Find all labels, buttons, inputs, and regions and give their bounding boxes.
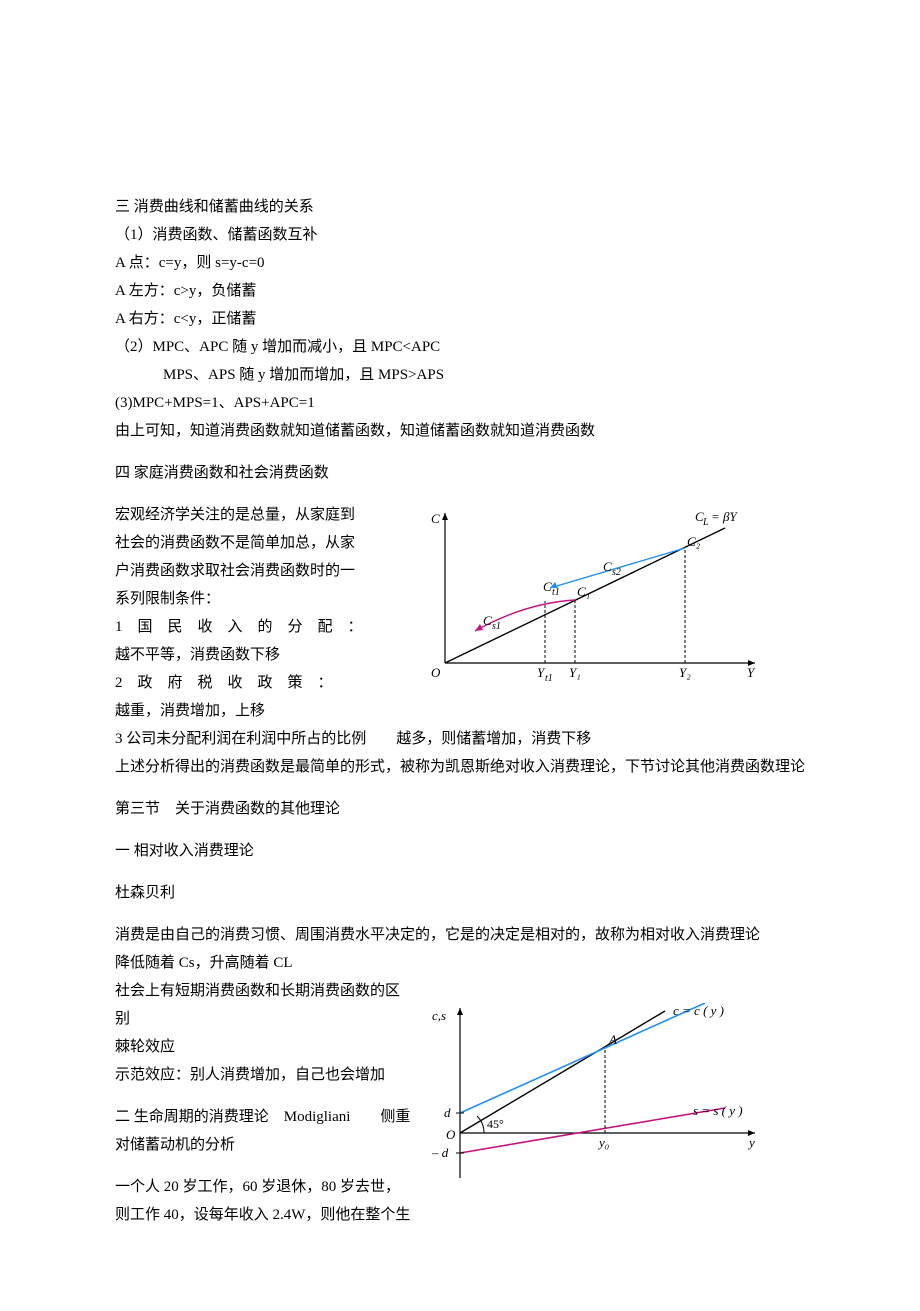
sec4-p2a2: 越不平等，消费函数下移 — [115, 643, 375, 667]
svg-text:L: L — [702, 517, 709, 528]
svg-text:– d: – d — [431, 1145, 449, 1160]
svg-text:Y₁: Y₁ — [569, 665, 581, 680]
svg-text:C₁: C₁ — [577, 584, 590, 599]
relative-income-p1: 消费是由自己的消费习惯、周围消费水平决定的，它是的决定是相对的，故称为相对收入消… — [115, 923, 805, 947]
sec3-line-7: (3)MPC+MPS=1、APS+APC=1 — [115, 391, 805, 415]
sec3-line-2: A 点：c=y，则 s=y-c=0 — [115, 251, 805, 275]
relative-income-p2: 降低随着 Cs，升高随着 CL — [115, 951, 805, 975]
svg-text:O: O — [446, 1127, 456, 1142]
document-page: 三 消费曲线和储蓄曲线的关系 （1）消费函数、储蓄函数互补 A 点：c=y，则 … — [0, 0, 920, 1311]
svg-text:d: d — [444, 1105, 451, 1120]
svg-text:C: C — [543, 579, 552, 594]
consumption-function-chart: CYOC₁C₂CL = βYCs1Cs2Ct1Yt1Y₁Y₂ — [405, 503, 775, 688]
relative-income-p3a: 社会上有短期消费函数和长期消费函数的区 — [115, 979, 415, 1003]
sec4-p3: 上述分析得出的消费函数是最简单的形式，被称为凯恩斯绝对收入消费理论，下节讨论其他… — [115, 755, 805, 779]
sec4-p1a: 宏观经济学关注的是总量，从家庭到 — [115, 503, 375, 527]
svg-text:C: C — [603, 559, 612, 574]
sub2-title-a: 二 生命周期的消费理论 Modigliani 侧重 — [115, 1105, 425, 1129]
svg-text:C: C — [431, 511, 440, 526]
sec3-line-8: 由上可知，知道消费函数就知道储蓄函数，知道储蓄函数就知道消费函数 — [115, 419, 805, 443]
sec4-p2a: 1 国 民 收 入 的 分 配 ： — [115, 615, 375, 639]
sub2-title-b: 对储蓄动机的分析 — [115, 1133, 375, 1157]
svg-text:s = s ( y ): s = s ( y ) — [693, 1103, 743, 1118]
svg-text:O: O — [431, 665, 441, 680]
lifecycle-p6a: 一个人 20 岁工作，60 岁退休，80 岁去世， — [115, 1175, 415, 1199]
sec3-line-1: （1）消费函数、储蓄函数互补 — [115, 223, 805, 247]
relative-income-p3b: 别 — [115, 1007, 375, 1031]
sec4-p1b: 社会的消费函数不是简单加总，从家 — [115, 531, 375, 555]
sec4-p2b2: 越重，消费增加，上移 — [115, 699, 375, 723]
author-name: 杜森贝利 — [115, 881, 805, 905]
section-next-title: 第三节 关于消费函数的其他理论 — [115, 797, 805, 821]
chart-2-container: c,s Oy d – d 45° Ay₀ c = c ( y ) s = s ( y ) — [405, 1003, 775, 1191]
svg-text:c,s: c,s — [432, 1008, 446, 1023]
demonstration-effect: 示范效应：别人消费增加，自己也会增加 — [115, 1063, 415, 1087]
svg-text:y: y — [747, 1135, 755, 1150]
sub1-title: 一 相对收入消费理论 — [115, 839, 805, 863]
svg-text:A: A — [608, 1032, 617, 1047]
sec3-line-4: A 右方：c<y，正储蓄 — [115, 307, 805, 331]
sec4-flowblock: CYOC₁C₂CL = βYCs1Cs2Ct1Yt1Y₁Y₂ 宏观经济学关注的是… — [115, 503, 805, 751]
sec4-p1c: 户消费函数求取社会消费函数时的一 — [115, 559, 375, 583]
svg-text:s1: s1 — [492, 621, 501, 632]
svg-text:C₂: C₂ — [687, 534, 701, 549]
svg-text:s2: s2 — [612, 567, 621, 578]
sec4-p1d: 系列限制条件： — [115, 587, 375, 611]
sec4-p2c: 3 公司未分配利润在利润中所占的比例 越多，则储蓄增加，消费下移 — [115, 727, 805, 751]
ratchet-effect: 棘轮效应 — [115, 1035, 375, 1059]
svg-text:c = c ( y ): c = c ( y ) — [673, 1003, 724, 1018]
sec4-p2b: 2 政 府 税 收 政 策 ： — [115, 671, 375, 695]
svg-text:t1: t1 — [545, 673, 553, 684]
section-3-title: 三 消费曲线和储蓄曲线的关系 — [115, 195, 805, 219]
svg-text:Y₂: Y₂ — [679, 665, 691, 680]
lifecycle-flowblock: c,s Oy d – d 45° Ay₀ c = c ( y ) s = s ( y ) 社会… — [115, 979, 805, 1227]
svg-text:y₀: y₀ — [597, 1135, 609, 1150]
svg-text:45°: 45° — [487, 1117, 504, 1131]
section-4-title: 四 家庭消费函数和社会消费函数 — [115, 461, 805, 485]
chart-1-container: CYOC₁C₂CL = βYCs1Cs2Ct1Yt1Y₁Y₂ — [405, 503, 775, 696]
sec3-line-6: MPS、APS 随 y 增加而增加，且 MPS>APS — [115, 363, 805, 387]
lifecycle-consumption-chart: c,s Oy d – d 45° Ay₀ c = c ( y ) s = s ( y ) — [405, 1003, 775, 1183]
sec3-line-5: （2）MPC、APC 随 y 增加而减小，且 MPC<APC — [115, 335, 805, 359]
lifecycle-p6b: 则工作 40，设每年收入 2.4W，则他在整个生 — [115, 1203, 415, 1227]
svg-text:t1: t1 — [552, 587, 560, 598]
svg-text:Y: Y — [747, 665, 756, 680]
sec3-line-3: A 左方：c>y，负储蓄 — [115, 279, 805, 303]
svg-text:= βY: = βY — [711, 509, 738, 524]
svg-text:C: C — [483, 613, 492, 628]
